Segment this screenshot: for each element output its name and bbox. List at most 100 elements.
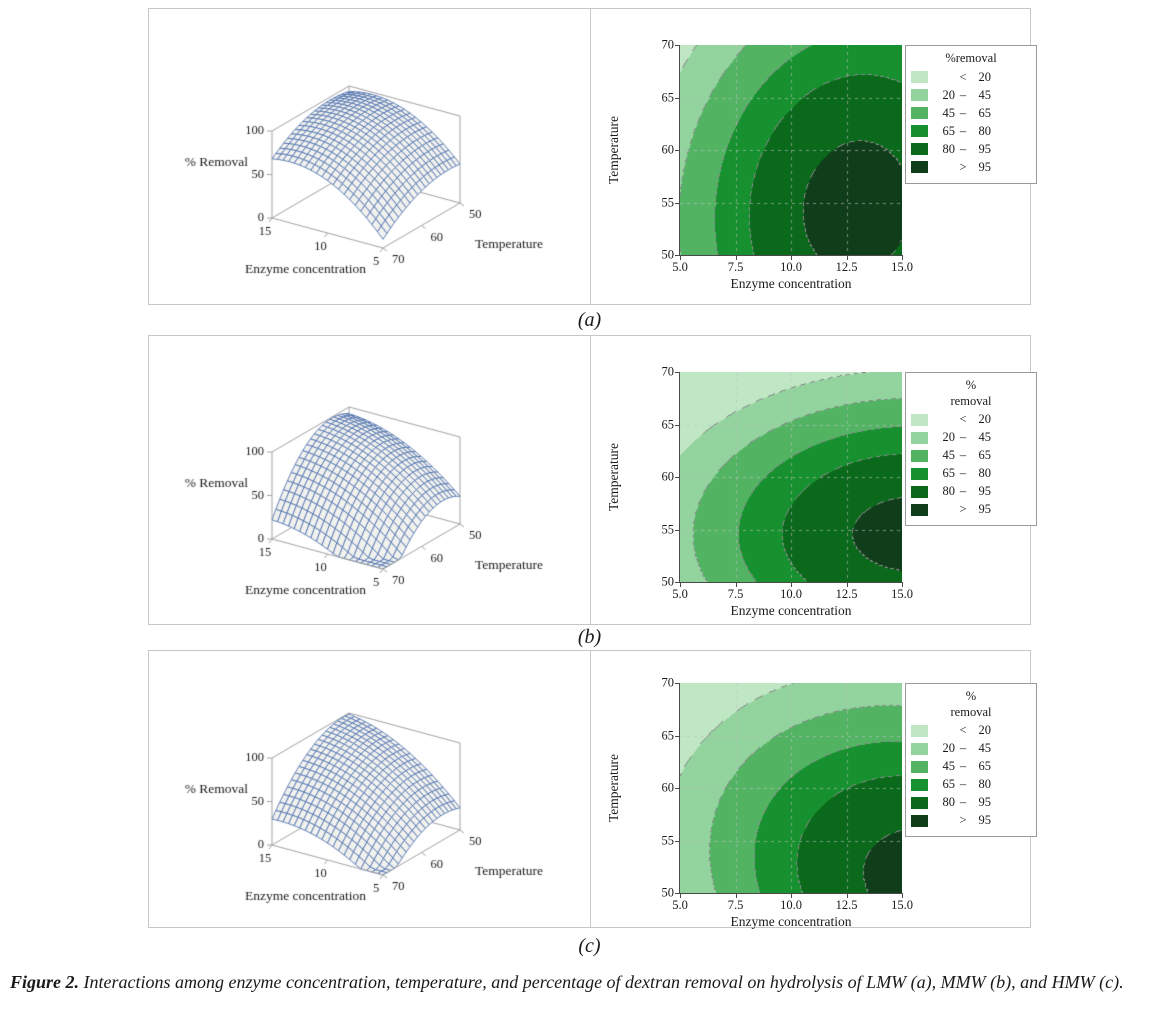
- legend-swatch: [911, 742, 928, 755]
- contour-plot-c: Temperature 70 65 60 55 50 5.0 7.5 10.0 …: [606, 676, 913, 930]
- legend-swatch: [911, 161, 928, 174]
- legend-entry: 80–95: [911, 484, 1031, 499]
- legend-entry: >95: [911, 502, 1031, 517]
- legend-swatch: [911, 125, 928, 138]
- surface-plot-c: [149, 651, 590, 927]
- figure-caption-label: Figure 2.: [10, 972, 80, 992]
- panel-b-row: Temperature 70 65 60 55 50 5.0 7.5 10.0 …: [148, 335, 1037, 625]
- legend-entry: <20: [911, 723, 1031, 738]
- panel-c-row: Temperature 70 65 60 55 50 5.0 7.5 10.0 …: [148, 650, 1037, 930]
- legend-entry: 20–45: [911, 741, 1031, 756]
- panel-c-surface-cell: [149, 651, 591, 927]
- figure-caption-text: Interactions among enzyme concentration,…: [79, 972, 1124, 992]
- contour-c-x-axis-label: Enzyme concentration: [730, 914, 852, 929]
- contour-c-x-tick: 10.0: [780, 898, 802, 912]
- contour-c-x-tick: 15.0: [891, 898, 913, 912]
- legend-entry: <20: [911, 412, 1031, 427]
- panel-a-row: Temperature 70 65 60 55 50 5.0 7.5 10.0 …: [148, 8, 1037, 305]
- panel-c-label: (c): [578, 934, 601, 957]
- legend-entry: 20–45: [911, 430, 1031, 445]
- contour-b-x-tick: 12.5: [835, 587, 858, 601]
- legend-swatch: [911, 724, 928, 737]
- contour-b-legend: % removal <20 20–45 45–65 65–80 80–95 >9…: [905, 372, 1037, 527]
- legend-swatch: [911, 467, 928, 480]
- legend-swatch: [911, 814, 928, 827]
- legend-entry: >95: [911, 813, 1031, 828]
- contour-c-legend: % removal <20 20–45 45–65 65–80 80–95 >9…: [905, 683, 1037, 838]
- contour-a-y-tick: 55: [661, 195, 675, 209]
- contour-a-y-tick: 70: [661, 37, 675, 52]
- legend-title: % removal: [950, 689, 992, 719]
- panel-a-surface-cell: [149, 9, 591, 304]
- legend-entry: 80–95: [911, 142, 1031, 157]
- contour-c-y-tick: 70: [661, 675, 675, 690]
- legend-entry: 65–80: [911, 466, 1031, 481]
- legend-entry: 20–45: [911, 88, 1031, 103]
- legend-entry: 65–80: [911, 777, 1031, 792]
- contour-b-y-tick: 55: [661, 522, 675, 536]
- panel-a-label: (a): [577, 308, 602, 331]
- contour-c-y-tick: 50: [661, 885, 675, 900]
- contour-map-b: [680, 372, 902, 582]
- legend-entry: >95: [911, 160, 1031, 175]
- panel-c-contour-cell: Temperature 70 65 60 55 50 5.0 7.5 10.0 …: [591, 651, 1037, 930]
- panel-b-surface-cell: [149, 336, 591, 624]
- contour-a-y-axis-label: Temperature: [606, 115, 621, 185]
- contour-a-x-tick: 7.5: [727, 260, 744, 274]
- contour-b-x-tick: 7.5: [727, 587, 744, 601]
- contour-b-y-tick: 70: [661, 364, 675, 379]
- contour-c-x-tick: 7.5: [727, 898, 744, 912]
- legend-swatch: [911, 107, 928, 120]
- contour-a-y-tick: 65: [661, 90, 675, 104]
- legend-entry: <20: [911, 70, 1031, 85]
- legend-title: %removal: [945, 51, 997, 65]
- contour-plot-a: Temperature 70 65 60 55 50 5.0 7.5 10.0 …: [606, 38, 913, 292]
- contour-map-a: [680, 45, 902, 255]
- contour-map-c: [680, 683, 902, 893]
- contour-plot-b: Temperature 70 65 60 55 50 5.0 7.5 10.0 …: [606, 365, 913, 619]
- contour-a-x-axis-label: Enzyme concentration: [730, 276, 852, 291]
- legend-entry: 45–65: [911, 106, 1031, 121]
- contour-b-x-tick: 5.0: [672, 587, 688, 601]
- legend-swatch: [911, 760, 928, 773]
- contour-c-y-tick: 55: [661, 833, 675, 847]
- figure-caption: Figure 2. Interactions among enzyme conc…: [10, 970, 1146, 994]
- legend-title: % removal: [950, 378, 992, 408]
- contour-a-y-tick: 50: [661, 247, 675, 262]
- legend-entry: 65–80: [911, 124, 1031, 139]
- contour-c-y-tick: 60: [661, 780, 675, 795]
- legend-swatch: [911, 89, 928, 102]
- contour-b-y-tick: 65: [661, 417, 675, 431]
- panel-b-label: (b): [577, 626, 602, 648]
- contour-b-x-tick: 15.0: [891, 587, 913, 601]
- legend-entry: 45–65: [911, 448, 1031, 463]
- contour-a-y-tick: 60: [661, 142, 675, 157]
- contour-a-x-tick: 12.5: [835, 260, 858, 274]
- legend-swatch: [911, 413, 928, 426]
- contour-c-x-tick: 5.0: [672, 898, 688, 912]
- legend-swatch: [911, 796, 928, 809]
- contour-c-y-tick: 65: [661, 728, 675, 742]
- contour-a-legend: %removal <20 20–45 45–65 65–80 80–95 >95: [905, 45, 1037, 184]
- legend-swatch: [911, 431, 928, 444]
- surface-plot-b: [149, 336, 590, 624]
- contour-b-y-tick: 50: [661, 574, 675, 589]
- contour-a-x-tick: 10.0: [780, 260, 802, 274]
- legend-entry: 45–65: [911, 759, 1031, 774]
- contour-b-y-tick: 60: [661, 469, 675, 484]
- contour-a-x-tick: 15.0: [891, 260, 913, 274]
- panel-b-contour-cell: Temperature 70 65 60 55 50 5.0 7.5 10.0 …: [591, 336, 1037, 624]
- legend-swatch: [911, 503, 928, 516]
- panel-a-contour-cell: Temperature 70 65 60 55 50 5.0 7.5 10.0 …: [591, 9, 1037, 304]
- legend-swatch: [911, 778, 928, 791]
- legend-swatch: [911, 485, 928, 498]
- legend-swatch: [911, 71, 928, 84]
- contour-b-x-tick: 10.0: [780, 587, 802, 601]
- legend-swatch: [911, 449, 928, 462]
- contour-a-x-tick: 5.0: [672, 260, 688, 274]
- surface-plot-a: [149, 9, 590, 304]
- legend-swatch: [911, 143, 928, 156]
- figure-2: Temperature 70 65 60 55 50 5.0 7.5 10.0 …: [148, 8, 1037, 964]
- contour-b-x-axis-label: Enzyme concentration: [730, 603, 852, 618]
- contour-c-x-tick: 12.5: [835, 898, 858, 912]
